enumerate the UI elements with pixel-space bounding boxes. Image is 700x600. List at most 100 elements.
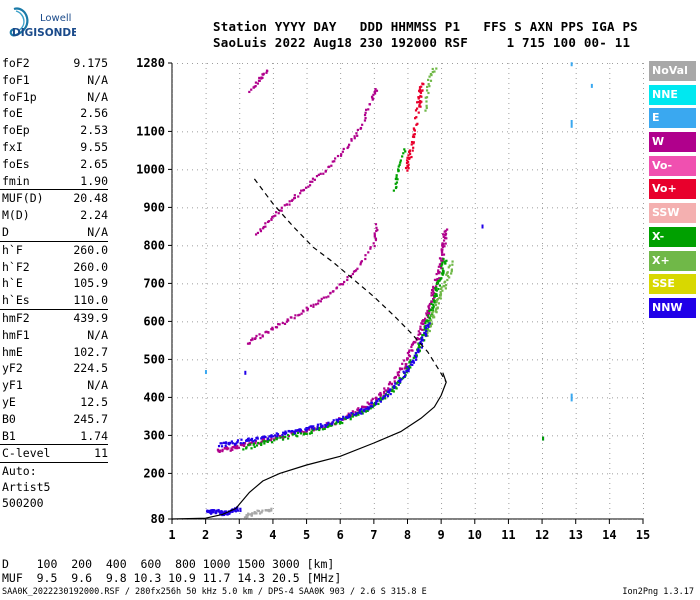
grid-dot: [609, 413, 611, 414]
echo-point-nnw: [312, 427, 315, 430]
grid-dot: [340, 218, 342, 219]
grid-dot: [417, 63, 418, 64]
grid-dot: [373, 133, 375, 134]
grid-dot: [342, 435, 343, 437]
grid-dot: [239, 413, 241, 414]
echo-point-nnw: [220, 445, 224, 448]
echo-trace-point: [258, 333, 261, 336]
grid-dot: [542, 108, 543, 109]
echo-point-nnw: [316, 425, 319, 428]
grid-dot: [297, 131, 298, 133]
grid-dot: [441, 508, 443, 509]
grid-dot: [342, 397, 343, 399]
echo-point-w: [346, 414, 349, 417]
grid-dot: [597, 245, 598, 247]
grid-dot: [402, 245, 403, 247]
echo-point-x-: [327, 425, 330, 428]
grid-dot: [340, 453, 342, 454]
grid-dot: [542, 318, 543, 319]
grid-dot: [267, 473, 268, 475]
grid-dot: [547, 473, 548, 475]
grid-dot: [508, 293, 510, 294]
grid-dot: [282, 473, 283, 475]
echo-point-w: [406, 358, 409, 361]
param-value: 2.24: [80, 208, 108, 223]
grid-dot: [575, 513, 577, 514]
grid-dot: [542, 453, 543, 454]
grid-dot: [474, 363, 476, 364]
grid-dot: [474, 73, 476, 74]
grid-dot: [262, 435, 263, 437]
echo-point-x-: [279, 436, 282, 439]
grid-dot: [474, 398, 476, 399]
grid-dot: [643, 323, 644, 324]
grid-dot: [643, 73, 644, 74]
echo-point-x-: [287, 437, 290, 440]
grid-dot: [643, 258, 644, 259]
echo-point-x-: [409, 366, 412, 369]
grid-dot: [397, 321, 398, 323]
grid-dot: [643, 493, 644, 494]
grid-dot: [387, 63, 388, 64]
grid-dot: [441, 348, 443, 349]
grid-dot: [172, 273, 173, 274]
grid-dot: [302, 473, 303, 475]
echo-point-w: [442, 235, 445, 239]
grid-dot: [252, 519, 253, 520]
grid-dot: [292, 321, 293, 323]
grid-dot: [507, 63, 508, 64]
grid-dot: [373, 138, 375, 139]
grid-dot: [542, 123, 543, 124]
grid-dot: [474, 133, 476, 134]
grid-dot: [407, 73, 409, 74]
grid-dot: [575, 508, 577, 509]
grid-dot: [306, 238, 308, 239]
grid-dot: [312, 169, 313, 171]
grid-dot: [239, 238, 241, 239]
echo-point-nnw: [245, 439, 249, 442]
echo-point-x-: [434, 303, 438, 307]
grid-dot: [609, 513, 611, 514]
grid-dot: [302, 169, 303, 171]
grid-dot: [172, 203, 173, 204]
grid-dot: [187, 519, 188, 520]
grid-dot: [609, 423, 611, 424]
grid-dot: [474, 138, 476, 139]
echo-point-vo-: [418, 88, 422, 91]
echo-point-x-: [276, 436, 279, 439]
grid-dot: [441, 323, 443, 324]
echo-point-nnw: [423, 331, 426, 334]
grid-dot: [232, 245, 233, 247]
grid-dot: [197, 131, 198, 133]
grid-dot: [340, 143, 342, 144]
grid-dot: [307, 321, 308, 323]
echo-point-x-: [284, 435, 287, 439]
scattered-echo-mark: [570, 123, 573, 128]
grid-dot: [172, 443, 173, 444]
grid-dot: [587, 207, 588, 209]
echo-point-vo-: [407, 154, 410, 157]
grid-dot: [567, 435, 568, 437]
grid-dot: [397, 359, 398, 361]
grid-dot: [642, 131, 643, 133]
grid-dot: [474, 78, 476, 79]
grid-dot: [474, 263, 476, 264]
grid-dot: [575, 488, 577, 489]
echo-trace-point: [287, 319, 290, 322]
grid-dot: [537, 359, 538, 361]
grid-dot: [317, 321, 318, 323]
grid-dot: [407, 208, 409, 209]
echo-point-nnw: [427, 325, 430, 329]
grid-dot: [532, 473, 533, 475]
x-tick-label: 7: [370, 528, 377, 542]
grid-dot: [637, 519, 638, 520]
grid-dot: [357, 473, 358, 475]
echo-point-w: [375, 396, 378, 399]
grid-dot: [340, 338, 342, 339]
grid-dot: [317, 131, 318, 133]
grid-dot: [457, 283, 458, 285]
echo-point-nnw: [316, 427, 319, 430]
echo-point-nnw: [226, 513, 229, 516]
grid-dot: [306, 488, 308, 489]
grid-dot: [340, 83, 342, 84]
